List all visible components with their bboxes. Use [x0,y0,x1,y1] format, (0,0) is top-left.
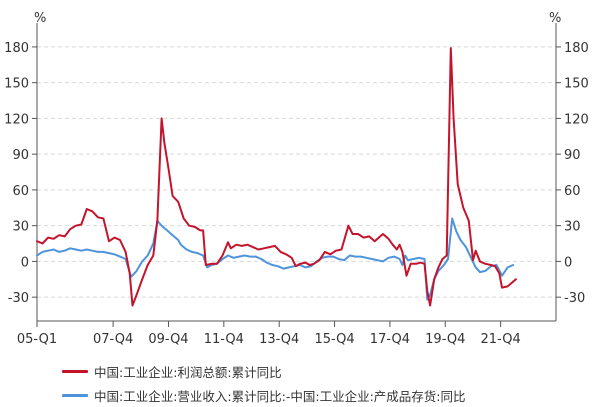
y-tick-label-right: 60 [564,184,581,199]
y-unit-right: % [549,11,561,26]
y-tick-label-right: 0 [564,255,572,270]
legend-label-profit: 中国:工业企业:利润总额:累计同比 [94,365,282,380]
y-tick-label-left: 30 [12,220,29,235]
series-lines [36,47,517,307]
grid [37,46,556,298]
legend-label-revenue-inventory: 中国:工业企业:营业收入:累计同比:-中国:工业企业:产成品存货:同比 [94,389,466,404]
y-tick-label-left: 180 [4,41,29,56]
y-tick-label-left: 150 [4,77,29,92]
y-tick-label-left: 0 [21,255,29,270]
y-tick-label-right: 120 [564,112,589,127]
y-axis-right: -30 0 30 60 90 120 150 180 [564,41,589,306]
x-tick-label: 07-Q4 [93,332,133,347]
y-tick-label-right: 180 [564,41,589,56]
x-axis: 05-Q1 07-Q4 09-Q4 11-Q4 13-Q4 15-Q4 17-Q4 19-Q4… [17,332,521,347]
series-line-profit [36,47,517,307]
legend-swatch-revenue-inventory [62,394,88,397]
x-tick-label: 05-Q1 [17,332,57,347]
y-tick-label-right: 150 [564,77,589,92]
y-tick-label-left: 90 [12,148,29,163]
y-axis-left: -30 0 30 60 90 120 150 180 [4,41,29,306]
y-unit-left: % [34,11,46,26]
axes [32,23,561,327]
y-tick-label-right: -30 [564,291,585,306]
y-tick-label-left: -30 [8,291,29,306]
x-tick-label: 09-Q4 [148,332,188,347]
legend-entry-profit: 中国:工业企业:利润总额:累计同比 [62,362,282,381]
x-tick-label: 21-Q4 [481,332,521,347]
x-tick-label: 17-Q4 [370,332,410,347]
y-tick-label-right: 90 [564,148,581,163]
y-tick-label-left: 60 [12,184,29,199]
x-tick-label: 19-Q4 [425,332,465,347]
x-tick-label: 11-Q4 [204,332,244,347]
legend-entry-revenue-inventory: 中国:工业企业:营业收入:累计同比:-中国:工业企业:产成品存货:同比 [62,386,466,405]
y-tick-label-right: 30 [564,220,581,235]
legend-swatch-profit [62,370,88,373]
y-tick-label-left: 120 [4,112,29,127]
x-tick-label: 13-Q4 [259,332,299,347]
x-tick-label: 15-Q4 [314,332,354,347]
